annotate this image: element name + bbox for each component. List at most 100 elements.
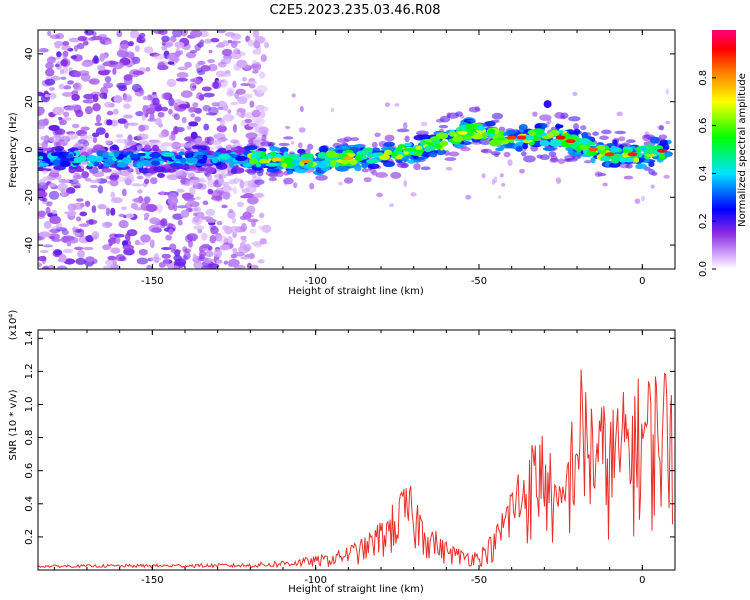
- heatmap-ridge-cell: [471, 133, 483, 140]
- heatmap-ridge-cell: [269, 147, 282, 152]
- heatmap-ridge-cell: [178, 151, 185, 156]
- heatmap-ridge-cell: [640, 147, 647, 151]
- heatmap-noise-cell: [227, 109, 232, 114]
- heatmap-noise-cell: [75, 109, 84, 118]
- heatmap-noise-cell: [248, 122, 258, 127]
- heatmap-noise-cell: [70, 104, 82, 110]
- heatmap-ridge-cell: [144, 173, 152, 179]
- heatmap-ridge-cell: [499, 144, 506, 150]
- heatmap-noise-cell: [108, 241, 113, 247]
- heatmap-peak-cell: [555, 135, 566, 140]
- heatmap-noise-cell: [165, 234, 172, 241]
- heatmap-noise-cell: [101, 221, 113, 229]
- heatmap-noise-cell: [92, 136, 98, 144]
- heatmap-ridge-cell: [87, 162, 93, 167]
- heatmap-ridge-cell: [38, 166, 44, 171]
- heatmap-noise-cell: [216, 125, 227, 133]
- heatmap-noise-cell: [123, 103, 131, 109]
- heatmap-noise-cell: [216, 259, 223, 264]
- heatmap-noise-cell: [188, 121, 199, 127]
- heatmap-noise-cell: [198, 94, 205, 101]
- heatmap-ridge-cell: [376, 152, 384, 156]
- heatmap-ridge-cell: [611, 153, 623, 160]
- heatmap-noise-cell: [232, 247, 238, 253]
- y-tick-label: 0.4: [24, 496, 35, 512]
- heatmap-noise-cell: [251, 109, 261, 118]
- heatmap-noise-cell: [297, 142, 303, 149]
- heatmap-noise-cell: [125, 51, 134, 59]
- heatmap-noise-cell: [62, 248, 74, 254]
- y-tick-label: 1.0: [24, 397, 35, 413]
- heatmap-noise-cell: [218, 178, 223, 185]
- heatmap-noise-cell: [247, 80, 257, 85]
- heatmap-ridge-cell: [233, 177, 240, 184]
- heatmap-noise-cell: [232, 80, 237, 88]
- heatmap-ridge-cell: [95, 178, 101, 183]
- x-tick-label: -50: [471, 276, 487, 287]
- heatmap-noise-cell: [123, 114, 134, 119]
- heatmap-noise-cell: [142, 96, 149, 101]
- heatmap-noise-cell: [127, 40, 134, 47]
- heatmap-noise-cell: [389, 203, 394, 207]
- heatmap-noise-cell: [42, 118, 49, 126]
- heatmap-noise-cell: [143, 46, 154, 54]
- heatmap-noise-cell: [136, 257, 149, 265]
- heatmap-noise-cell: [234, 251, 245, 257]
- heatmap-noise-cell: [403, 180, 408, 187]
- heatmap-ridge-cell: [402, 148, 416, 152]
- heatmap-noise-cell: [72, 226, 77, 232]
- heatmap-noise-cell: [252, 30, 260, 38]
- heatmap-noise-cell: [149, 217, 160, 225]
- heatmap-noise-cell: [193, 225, 205, 231]
- x-tick-label: -100: [304, 575, 327, 586]
- heatmap-ridge-cell: [396, 128, 410, 133]
- heatmap-noise-cell: [76, 43, 85, 50]
- heatmap-noise-cell: [465, 194, 472, 200]
- heatmap-noise-cell: [293, 182, 298, 189]
- heatmap-ridge-cell: [102, 158, 115, 162]
- heatmap-ridge-cell: [429, 151, 438, 158]
- heatmap-ridge-cell: [183, 143, 194, 149]
- heatmap-noise-cell: [146, 264, 153, 269]
- heatmap-ridge-cell: [67, 132, 78, 140]
- heatmap-noise-cell: [73, 45, 79, 52]
- heatmap-ridge-cell: [143, 144, 151, 151]
- heatmap-noise-cell: [243, 243, 252, 252]
- heatmap-noise-cell: [125, 213, 135, 218]
- heatmap-noise-cell: [180, 209, 190, 218]
- heatmap-ridge-cell: [594, 171, 603, 177]
- heatmap-ridge-cell: [480, 149, 489, 153]
- heatmap-noise-cell: [168, 228, 174, 235]
- heatmap-noise-cell: [161, 92, 171, 100]
- heatmap-noise-cell: [227, 210, 236, 219]
- heatmap-noise-cell: [122, 244, 135, 250]
- heatmap-noise-cell: [150, 177, 158, 185]
- heatmap-noise-cell: [209, 235, 217, 244]
- heatmap-ridge-cell: [185, 179, 191, 187]
- heatmap-noise-cell: [143, 212, 150, 219]
- heatmap-ridge-cell: [38, 178, 46, 186]
- heatmap-ridge-cell: [122, 157, 132, 164]
- heatmap-ridge-cell: [390, 151, 399, 157]
- heatmap-ridge-cell: [42, 153, 48, 160]
- heatmap-noise-cell: [203, 92, 215, 98]
- heatmap-noise-cell: [113, 233, 125, 238]
- heatmap-noise-cell: [153, 53, 165, 60]
- heatmap-noise-cell: [248, 252, 255, 260]
- heatmap-noise-cell: [84, 106, 93, 115]
- heatmap-ridge-cell: [343, 136, 352, 142]
- heatmap-ridge-cell: [648, 161, 655, 168]
- heatmap-ridge-cell: [230, 147, 239, 151]
- heatmap-ridge-cell: [658, 124, 665, 131]
- heatmap-ridge-cell: [249, 158, 259, 165]
- heatmap-ridge-cell: [254, 179, 265, 185]
- heatmap-ridge-cell: [219, 137, 229, 142]
- heatmap-noise-cell: [62, 40, 70, 46]
- heatmap-ridge-cell: [439, 140, 449, 147]
- heatmap-ridge-cell: [275, 170, 284, 178]
- heatmap-noise-cell: [210, 38, 220, 43]
- heatmap-noise-cell: [180, 90, 193, 98]
- heatmap-ridge-cell: [367, 163, 380, 170]
- heatmap-panel: -150 -100 -50 0 -40 -20 0 20 40 Height of strai…: [8, 29, 676, 297]
- heatmap-ridge-cell: [268, 177, 277, 182]
